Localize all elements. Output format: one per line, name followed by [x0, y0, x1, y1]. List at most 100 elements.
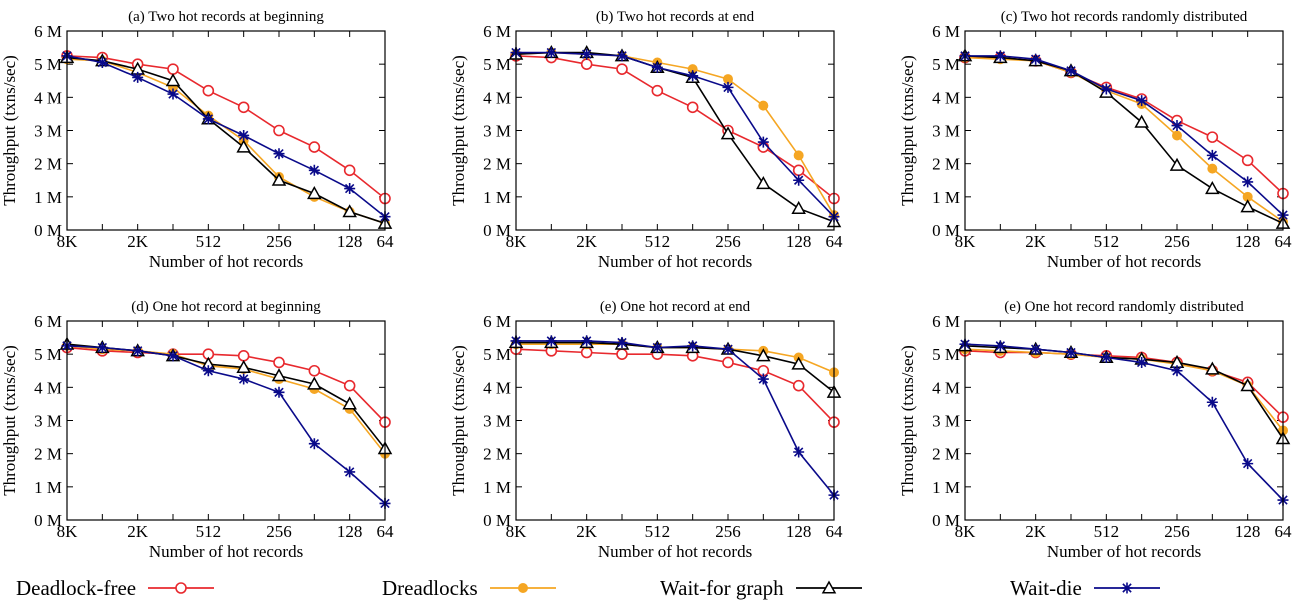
legend-swatch-marker: [1121, 582, 1133, 594]
data-point-wait-die: [994, 50, 1006, 62]
y-tick-label: 0 M: [483, 221, 511, 240]
data-point-deadlock-free: [616, 348, 628, 360]
x-tick-label: 128: [1235, 232, 1261, 251]
series-line-wait-for-graph: [515, 51, 835, 223]
series-line-dreadlocks: [66, 58, 386, 225]
data-point-wait-die: [581, 48, 593, 60]
data-point-deadlock-free: [792, 164, 805, 177]
data-point-wait-die: [238, 373, 250, 385]
x-tick-label: 64: [377, 232, 395, 251]
data-point-deadlock-free: [1241, 154, 1254, 167]
data-point-wait-for-graph: [756, 176, 771, 190]
data-point-wait-die: [545, 47, 557, 59]
legend-swatch-deadlock-free: [148, 582, 215, 594]
series-line-wait-die: [66, 345, 386, 505]
x-tick-label: 512: [196, 522, 222, 541]
data-point-wait-for-graph: [307, 185, 322, 200]
data-point-wait-die: [722, 343, 734, 355]
data-point-wait-for-graph: [271, 172, 287, 186]
data-point-wait-for-graph: [342, 396, 357, 410]
series-wait-die: [959, 338, 1289, 506]
y-tick-label: 4 M: [932, 88, 960, 107]
y-tick-label: 3 M: [932, 122, 960, 141]
series-line-deadlock-free: [66, 346, 386, 423]
data-point-wait-die: [616, 337, 628, 349]
data-point-wait-die: [1242, 176, 1254, 188]
series-wait-for-graph: [957, 48, 1291, 229]
series-line-wait-die: [964, 343, 1284, 501]
series-dreadlocks: [511, 47, 839, 221]
x-tick-label: 512: [1094, 522, 1120, 541]
x-tick-label: 64: [377, 522, 395, 541]
data-point-dreadlocks: [793, 150, 804, 161]
data-point-wait-die: [202, 365, 214, 377]
x-tick-label: 128: [337, 232, 363, 251]
series-line-wait-for-graph: [66, 343, 386, 450]
series-line-wait-for-graph: [66, 56, 386, 225]
data-point-wait-for-graph: [756, 348, 771, 362]
x-tick-label: 8K: [955, 522, 977, 541]
data-point-deadlock-free: [273, 356, 285, 369]
series-line-wait-die: [66, 55, 386, 218]
data-point-wait-die: [344, 183, 356, 195]
x-tick-label: 64: [826, 232, 844, 251]
y-tick-label: 1 M: [932, 188, 960, 207]
data-point-wait-for-graph: [791, 356, 806, 370]
data-point-deadlock-free: [237, 101, 250, 114]
chart-panel-1: (a) Two hot records at beginning 0 M 1 M 2 …: [0, 9, 394, 271]
data-point-wait-die: [757, 136, 769, 148]
y-tick-label: 6 M: [34, 22, 62, 41]
data-point-wait-die: [687, 70, 699, 82]
y-axis-label: Throughput (txns/sec): [449, 345, 468, 496]
chart-title: (d) One hot record at beginning: [131, 299, 321, 315]
data-point-wait-die: [1206, 149, 1218, 161]
y-axis-label: Throughput (txns/sec): [449, 55, 468, 206]
data-point-wait-die: [687, 340, 699, 352]
y-tick-label: 5 M: [34, 55, 62, 74]
data-point-deadlock-free: [202, 84, 215, 97]
series-line-deadlock-free: [515, 55, 835, 200]
series-line-dreadlocks: [515, 51, 835, 216]
x-tick-label: 64: [826, 522, 844, 541]
series-line-wait-die: [965, 55, 1284, 216]
y-tick-label: 2 M: [34, 155, 62, 174]
y-tick-label: 2 M: [483, 445, 511, 464]
x-axis-label: Number of hot records: [598, 542, 752, 561]
y-tick-label: 2 M: [932, 445, 960, 464]
data-point-wait-for-graph: [1205, 361, 1220, 375]
data-point-wait-die: [1065, 347, 1077, 359]
y-tick-label: 2 M: [34, 445, 62, 464]
y-tick-label: 0 M: [932, 511, 960, 530]
data-point-wait-die: [994, 340, 1006, 352]
y-tick-label: 0 M: [34, 221, 62, 240]
data-point-wait-die: [722, 81, 734, 93]
series-line-dreadlocks: [516, 343, 835, 374]
data-point-wait-die: [1030, 53, 1042, 65]
plot-frame: [515, 320, 835, 521]
y-axis-label: Throughput (txns/sec): [898, 55, 917, 206]
series-wait-for-graph: [957, 338, 1291, 445]
y-tick-label: 1 M: [483, 188, 511, 207]
chart-panel-5: (e) One hot record at end 0 M 1 M 2 M 3 M 4 M…: [449, 299, 843, 561]
data-point-deadlock-free: [308, 141, 321, 153]
data-point-wait-for-graph: [720, 126, 736, 140]
legend-swatch-wait-die: [1093, 582, 1160, 594]
data-point-wait-die: [202, 113, 214, 125]
chart-panel-3: (c) Two hot records randomly distributed…: [898, 9, 1292, 271]
data-point-wait-die: [545, 335, 557, 347]
data-point-wait-die: [273, 386, 285, 398]
data-point-deadlock-free: [616, 63, 628, 75]
plot-frame: [66, 30, 386, 231]
y-tick-label: 4 M: [932, 378, 960, 397]
y-tick-label: 3 M: [483, 122, 511, 141]
y-tick-label: 2 M: [932, 155, 960, 174]
data-point-dreadlocks: [758, 100, 769, 111]
y-tick-label: 5 M: [483, 55, 511, 74]
legend-swatch-dreadlocks: [489, 583, 556, 593]
x-tick-label: 2K: [1025, 522, 1047, 541]
data-point-deadlock-free: [792, 379, 805, 392]
data-point-wait-die: [1206, 396, 1218, 408]
data-point-wait-die: [344, 466, 356, 478]
y-tick-label: 5 M: [932, 345, 960, 364]
data-point-deadlock-free: [580, 58, 593, 70]
